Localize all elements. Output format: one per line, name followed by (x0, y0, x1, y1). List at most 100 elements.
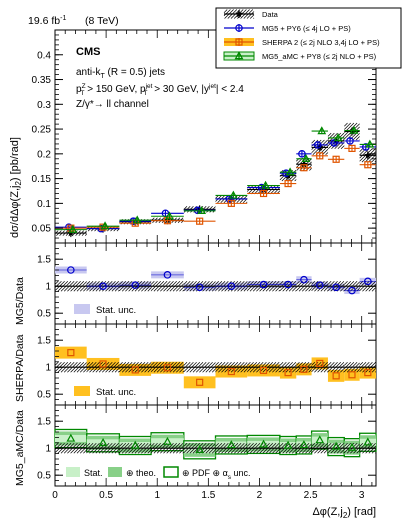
legend-marker (234, 51, 244, 60)
hatch-line (340, 367, 345, 373)
axis-ticks: 0.05 0.1 0.15 0.2 0.25 0.3 0.35 0.4 0.5 1 1.5 0.5 1 1… (32, 30, 376, 501)
hatch-line (344, 280, 348, 285)
data-point (195, 205, 204, 213)
hatch-line (179, 286, 185, 292)
hatch-line (327, 280, 332, 285)
hatch-line (359, 442, 364, 447)
hatch-line (308, 369, 312, 373)
hatch-line (288, 364, 297, 373)
hatch-line (111, 364, 120, 373)
hatch-line (223, 9, 228, 13)
amc-stat-band (247, 440, 280, 448)
sherpa-point (300, 164, 308, 172)
main-y-tick-label: 0.3 (37, 100, 51, 111)
hatch-line (288, 172, 297, 182)
sherpa-point (227, 199, 235, 207)
main-y-tick-label: 0.2 (37, 149, 51, 160)
hatch-line (291, 176, 297, 182)
hatch-line (371, 448, 377, 454)
main-y-tick-label: 0.05 (32, 224, 52, 235)
main-y-tick-label: 0.15 (32, 174, 52, 185)
amc-legend-pdf: ⊕ PDF ⊕ αs unc. (182, 468, 251, 481)
hatch-line (356, 450, 360, 454)
hatch-line (320, 445, 329, 454)
legend-label-sherpa: SHERPA 2 (≤ 2j NLO 3,4j LO + PS) (262, 38, 380, 47)
hatch-line (83, 368, 87, 373)
selection-line-3: Z/γ*→ ll channel (76, 99, 149, 110)
hatch-line (119, 442, 123, 447)
legend-label-amc: MG5_aMC + PY8 (≤ 2j NLO + PS) (262, 52, 377, 61)
legend-marker (235, 10, 243, 18)
x-tick-label: 0.5 (99, 490, 113, 501)
amc-theo-swatch (108, 467, 122, 477)
hatch-line (246, 442, 251, 447)
sherpa-ratio-point (259, 366, 268, 375)
mg5-ratio-point (284, 280, 292, 289)
hatch-line (323, 367, 329, 373)
amc-ratio-point (299, 440, 309, 449)
sherpa-point (316, 152, 324, 160)
hatch-line (272, 445, 281, 454)
sherpa-stat-band (279, 366, 297, 379)
hatch-line (292, 448, 297, 454)
amc-stat-swatch (66, 467, 80, 477)
hatch-line (86, 442, 91, 447)
ratio-y-tick-label: 0.5 (37, 471, 51, 482)
legend-marker (235, 38, 243, 46)
amc-point (68, 224, 78, 233)
mg5-ratio-point (259, 280, 268, 289)
mg5-stat-swatch (74, 304, 90, 314)
data-point (259, 185, 268, 193)
mg5-ratio-point (315, 281, 324, 289)
hatch-line (84, 233, 87, 236)
ratio-y-tick-label: 1 (45, 363, 51, 374)
hatch-line (246, 280, 251, 285)
main-y-tick-label: 0.25 (32, 125, 52, 136)
data-series (55, 125, 376, 454)
hatch-line (359, 148, 364, 152)
sherpa-point (163, 217, 172, 225)
hatch-line (344, 442, 348, 447)
ratio-y-tick-label: 1.5 (37, 336, 51, 347)
legend-markers (223, 9, 255, 61)
amc-ratio-point (347, 442, 357, 451)
hatch-line (309, 168, 312, 171)
mg5-ratio-point (227, 282, 236, 291)
ratio-y-tick-label: 0.5 (37, 309, 51, 320)
hatch-line (111, 445, 120, 454)
hatch-line (371, 367, 377, 373)
amc-stat-band (215, 441, 248, 449)
amc-point (285, 167, 295, 176)
hatch-line (211, 449, 216, 454)
hatch-line (182, 289, 185, 292)
hatch-line (215, 442, 219, 447)
hatch-line (114, 286, 120, 292)
data-point (300, 160, 308, 168)
hatch-line (176, 445, 185, 454)
hatch-line (327, 361, 332, 366)
hatch-line (311, 442, 316, 447)
hatch-line (150, 442, 155, 447)
hatch-line (296, 280, 300, 285)
main-y-tick-label: 0.1 (37, 199, 51, 210)
hatch-line (118, 451, 120, 454)
sherpa-point (99, 223, 107, 231)
hatch-line (340, 145, 345, 150)
x-tick-label: 1.5 (201, 490, 215, 501)
hatch-line (340, 448, 345, 454)
hatch-line (246, 361, 251, 366)
ratio-y-tick-label: 1 (45, 282, 51, 293)
hatch-line (54, 280, 59, 285)
sherpa-stat-band (359, 366, 376, 379)
hatch-line (308, 450, 312, 454)
hatch-line (54, 361, 59, 366)
hatch-line (150, 280, 155, 285)
amc-point (197, 205, 207, 215)
amc-ratio-point (363, 437, 373, 446)
x-axis-title: Δφ(Z,j2) [rad] (312, 506, 376, 520)
hatch-line (147, 368, 152, 373)
hatch-line (253, 17, 255, 19)
hatch-line (336, 364, 345, 373)
hatch-line (176, 283, 185, 292)
hatch-line (243, 368, 248, 373)
